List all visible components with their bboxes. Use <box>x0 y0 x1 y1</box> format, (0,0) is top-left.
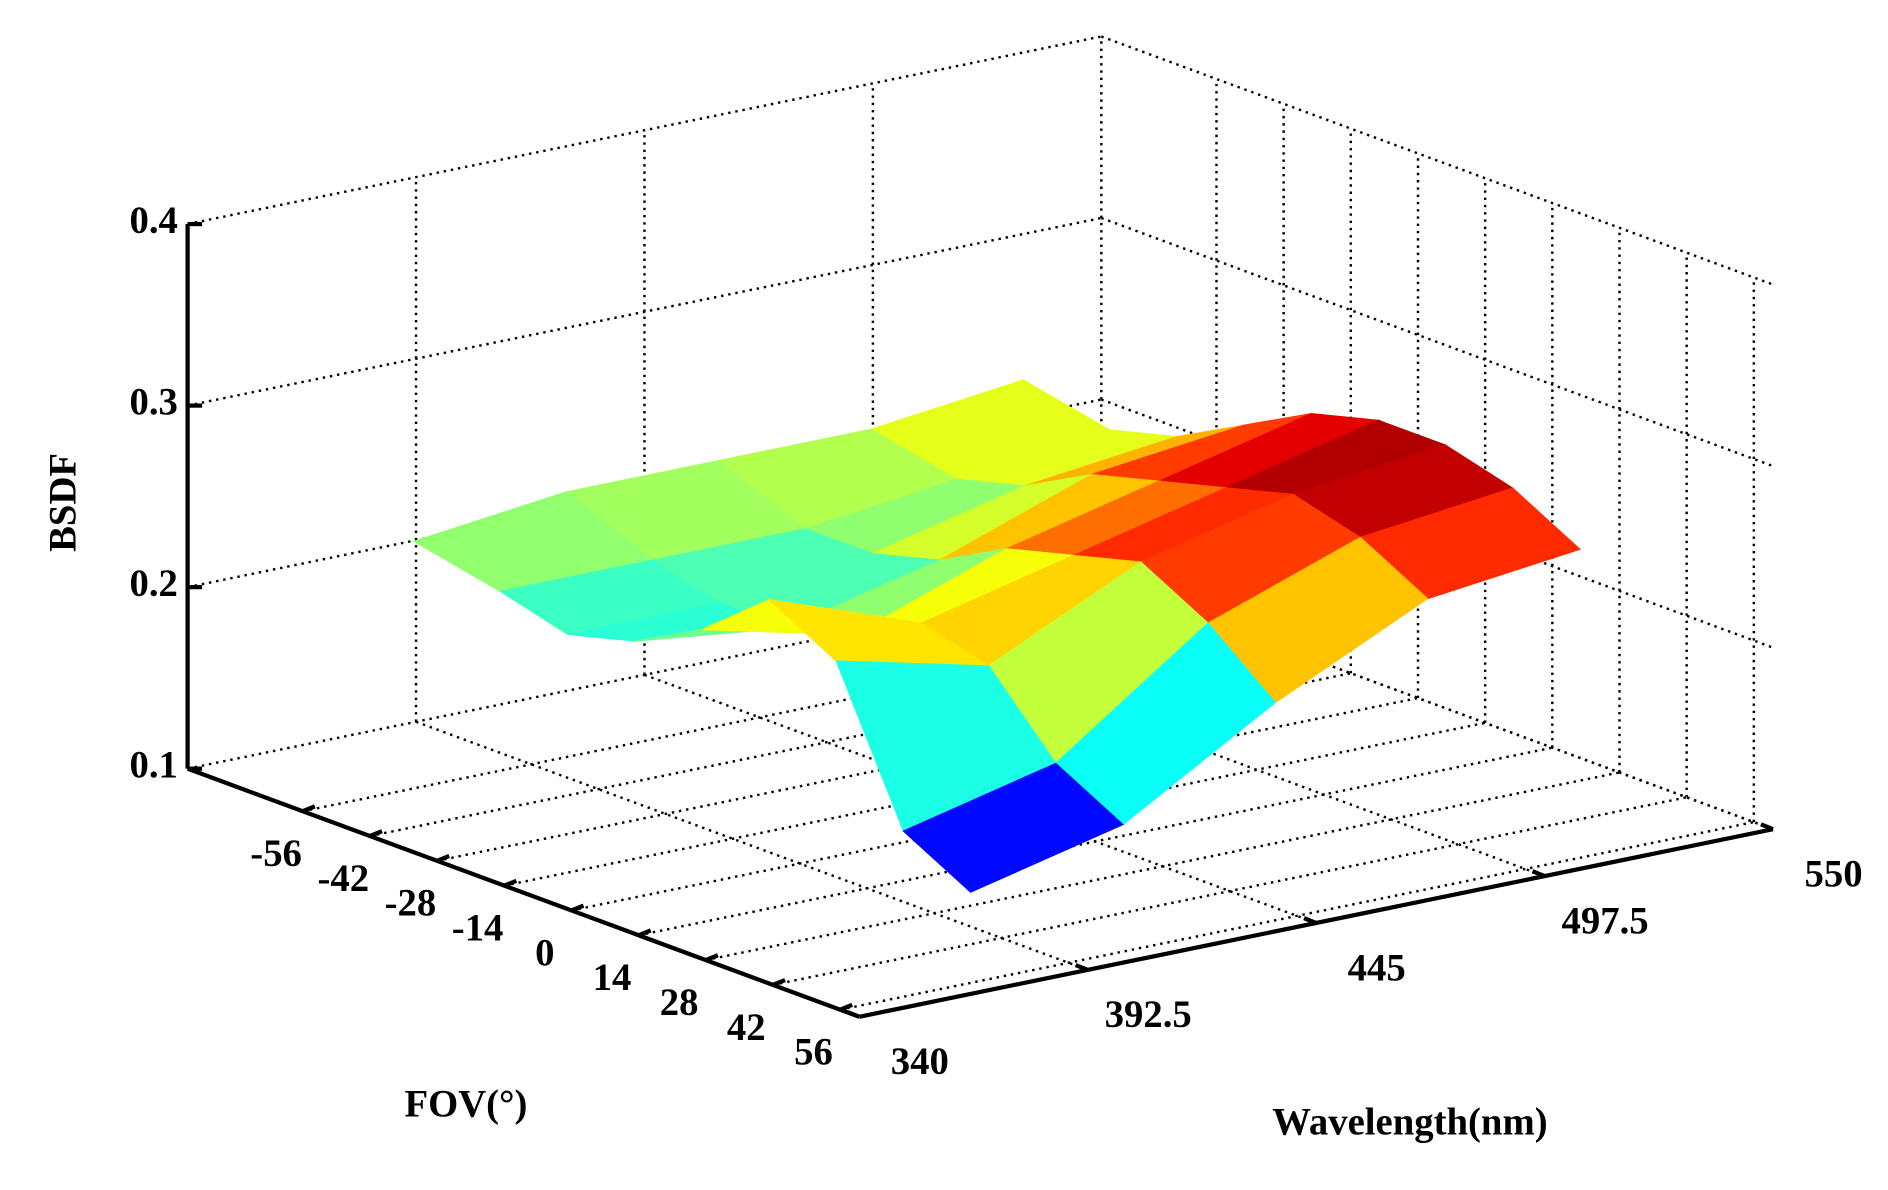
y-axis-title: Wavelength(nm) <box>1272 1101 1547 1144</box>
x-axis-title: FOV(°) <box>404 1082 527 1125</box>
floor-grid-line <box>839 820 1755 1011</box>
x-tick-label: -28 <box>385 882 437 925</box>
x-tick-label: 56 <box>794 1031 833 1074</box>
floor-grid-line <box>772 796 1687 987</box>
x-tick-label: 0 <box>535 931 554 974</box>
y-tick <box>1531 869 1546 879</box>
y-tick-label: 445 <box>1348 946 1406 989</box>
x-tick-label: -56 <box>250 832 302 875</box>
y-tick-label: 497.5 <box>1562 899 1649 942</box>
x-tick <box>839 1002 853 1012</box>
x-tick <box>503 878 518 888</box>
y-tick <box>1760 822 1774 832</box>
floor-grid-line <box>415 720 1089 972</box>
wall-grid-line <box>1100 216 1774 468</box>
wall-grid-line <box>187 35 1102 226</box>
wall-grid-line <box>1100 35 1774 286</box>
x-tick-label: -14 <box>452 907 504 950</box>
x-tick <box>637 928 652 938</box>
x-tick <box>570 903 585 913</box>
y-tick <box>846 1009 861 1019</box>
x-axis <box>186 766 861 1019</box>
z-axis-title: BSDF <box>41 453 84 552</box>
z-tick-label: 0.2 <box>130 562 178 605</box>
x-tick-label: 42 <box>727 1006 766 1049</box>
surface-patch <box>902 762 1125 893</box>
z-tick-label: 0.1 <box>130 744 178 787</box>
y-tick-label: 340 <box>891 1040 949 1083</box>
x-tick <box>301 804 316 814</box>
y-tick-label: 392.5 <box>1105 993 1192 1036</box>
wall-grid-line <box>187 216 1102 407</box>
x-tick <box>369 829 383 838</box>
z-tick-label: 0.3 <box>130 380 178 423</box>
y-tick <box>1074 963 1089 972</box>
y-tick-label: 550 <box>1804 852 1862 895</box>
x-tick-label: 28 <box>660 981 699 1024</box>
x-tick <box>772 978 786 987</box>
x-tick <box>436 854 450 863</box>
x-tick-label: 14 <box>593 956 632 999</box>
wall-grid-line <box>1100 579 1774 831</box>
x-tick <box>704 953 719 963</box>
x-tick-label: -42 <box>317 857 369 900</box>
y-tick <box>1303 916 1317 925</box>
z-tick-label: 0.4 <box>130 199 178 242</box>
